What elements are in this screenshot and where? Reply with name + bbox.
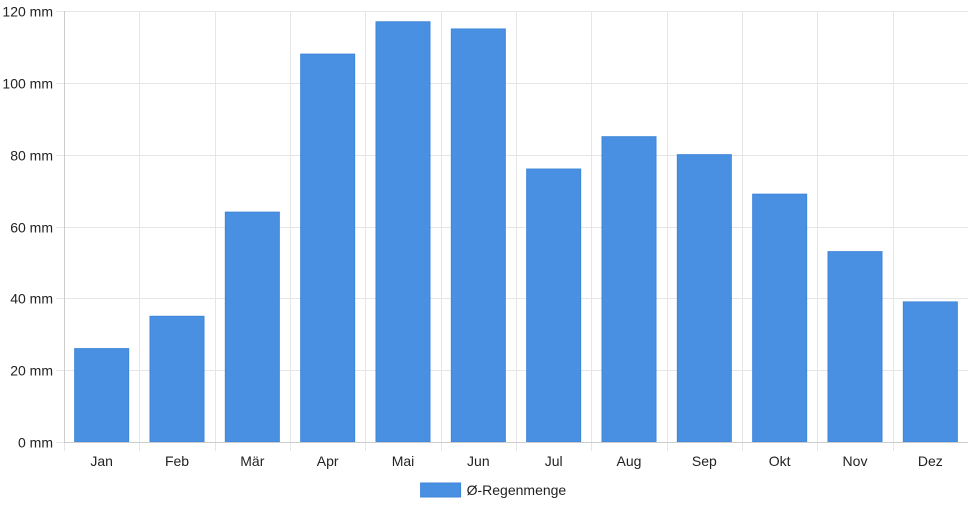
legend[interactable]: Ø-Regenmenge — [420, 482, 567, 498]
y-tick-label: 0 mm — [18, 435, 53, 451]
y-tick-label: 120 mm — [2, 4, 53, 20]
grid-layer — [56, 11, 968, 451]
x-tick-label: Aug — [617, 453, 642, 469]
bar-okt[interactable] — [752, 193, 808, 443]
legend-swatch[interactable] — [420, 482, 462, 498]
x-tick-label: Feb — [165, 453, 189, 469]
y-tick-label: 20 mm — [10, 363, 53, 379]
bar-feb[interactable] — [149, 315, 205, 443]
bar-sep[interactable] — [676, 154, 732, 443]
legend-label[interactable]: Ø-Regenmenge — [467, 482, 567, 498]
bar-apr[interactable] — [300, 53, 356, 443]
y-tick-label: 40 mm — [10, 291, 53, 307]
x-tick-label: Sep — [692, 453, 717, 469]
bar-jul[interactable] — [526, 168, 582, 443]
x-tick-label: Mär — [240, 453, 264, 469]
bars-layer — [74, 21, 958, 443]
bar-mai[interactable] — [375, 21, 431, 443]
bar-nov[interactable] — [827, 251, 883, 443]
x-tick-label: Jan — [90, 453, 113, 469]
x-tick-label: Dez — [918, 453, 943, 469]
x-tick-label: Jul — [545, 453, 563, 469]
bar-jun[interactable] — [450, 28, 506, 443]
x-tick-label: Jun — [467, 453, 490, 469]
bar-dez[interactable] — [902, 301, 958, 443]
bar-aug[interactable] — [601, 136, 657, 443]
x-tick-label: Apr — [317, 453, 339, 469]
x-tick-label: Mai — [392, 453, 415, 469]
y-tick-label: 100 mm — [2, 76, 53, 92]
axis-layer: 0 mm 20 mm 40 mm 60 mm 80 mm 100 mm 120 mm Jan F… — [2, 4, 968, 469]
y-tick-label: 80 mm — [10, 148, 53, 164]
bar-mär[interactable] — [224, 211, 280, 443]
x-tick-label: Okt — [769, 453, 791, 469]
x-tick-label: Nov — [843, 453, 868, 469]
bar-jan[interactable] — [74, 348, 130, 443]
y-tick-label: 60 mm — [10, 220, 53, 236]
